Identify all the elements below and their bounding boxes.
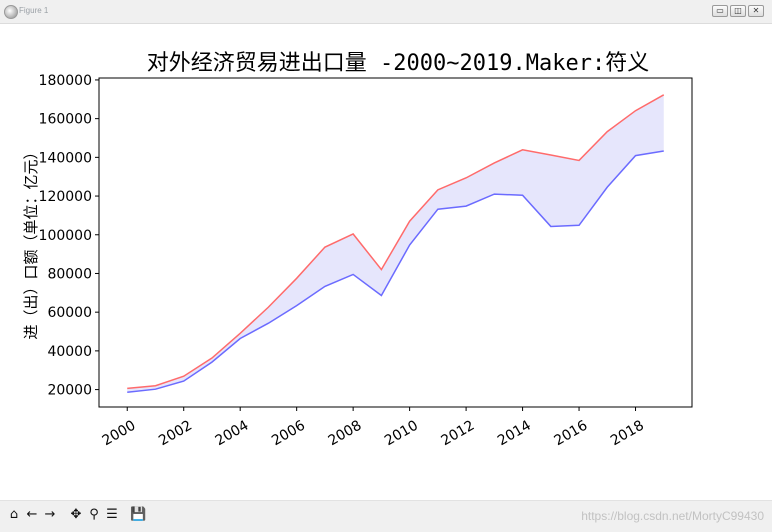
y-axis: 20000 40000 60000 80000 100000 120000 140000 16…: [39, 73, 99, 399]
y-tick-label: 40000: [47, 344, 92, 360]
axes-frame: [98, 77, 693, 408]
watermark: https://blog.csdn.net/MortyC99430: [581, 509, 764, 523]
app-icon: [4, 5, 18, 19]
forward-arrow-icon[interactable]: →: [44, 507, 56, 522]
x-tick-label: 2002: [156, 418, 195, 450]
window-titlebar: Figure 1 ▭ ◫ ✕: [0, 0, 772, 24]
window-controls: ▭ ◫ ✕: [712, 5, 764, 17]
y-tick-label: 180000: [39, 73, 92, 89]
chart-title: 对外经济贸易进出口量 -2000~2019.Maker:符义: [147, 51, 649, 76]
x-tick-label: 2004: [213, 417, 252, 449]
series-line-2: [127, 150, 664, 394]
save-icon[interactable]: 💾: [130, 507, 147, 522]
y-tick-label: 60000: [47, 305, 92, 321]
x-tick-label: 2018: [608, 418, 647, 450]
x-tick-label: 2008: [326, 418, 365, 450]
configure-subplots-icon[interactable]: ☰: [106, 507, 118, 522]
chart-svg: 对外经济贸易进出口量 -2000~2019.Maker:符义 20000 4000…: [22, 51, 693, 449]
y-tick-label: 160000: [39, 112, 92, 128]
x-tick-label: 2000: [100, 418, 139, 450]
x-tick-label: 2014: [495, 417, 534, 449]
restore-button[interactable]: ◫: [730, 5, 746, 17]
home-icon[interactable]: ⌂: [9, 507, 19, 522]
x-axis: 2000 2002 2004 2006 2008 2010 2012 2014 2016 2018: [100, 407, 647, 449]
x-tick-label: 2012: [439, 418, 478, 450]
figure-canvas: 对外经济贸易进出口量 -2000~2019.Maker:符义 20000 4000…: [0, 24, 772, 500]
x-tick-label: 2006: [269, 417, 308, 449]
y-tick-label: 20000: [47, 383, 92, 399]
x-tick-label: 2016: [551, 417, 590, 449]
close-button[interactable]: ✕: [748, 5, 764, 17]
pan-icon[interactable]: ✥: [70, 507, 82, 522]
navigation-toolbar: ⌂ ← → ✥ ⚲ ☰ 💾 https://blog.csdn.net/Mort…: [0, 500, 772, 532]
y-tick-label: 140000: [39, 150, 92, 166]
back-arrow-icon[interactable]: ←: [26, 507, 38, 522]
series-line-1: [127, 94, 665, 390]
minimize-button[interactable]: ▭: [712, 5, 728, 17]
window-title: Figure 1: [19, 6, 49, 15]
y-tick-label: 80000: [47, 266, 92, 282]
y-axis-label: 进（出）口额（单位：亿元）: [22, 144, 40, 339]
fill-between-area: [127, 94, 664, 393]
x-tick-label: 2010: [382, 418, 421, 450]
y-tick-label: 120000: [39, 189, 92, 205]
zoom-icon[interactable]: ⚲: [89, 507, 99, 522]
y-tick-label: 100000: [39, 228, 92, 244]
plot-layer: [127, 94, 665, 394]
